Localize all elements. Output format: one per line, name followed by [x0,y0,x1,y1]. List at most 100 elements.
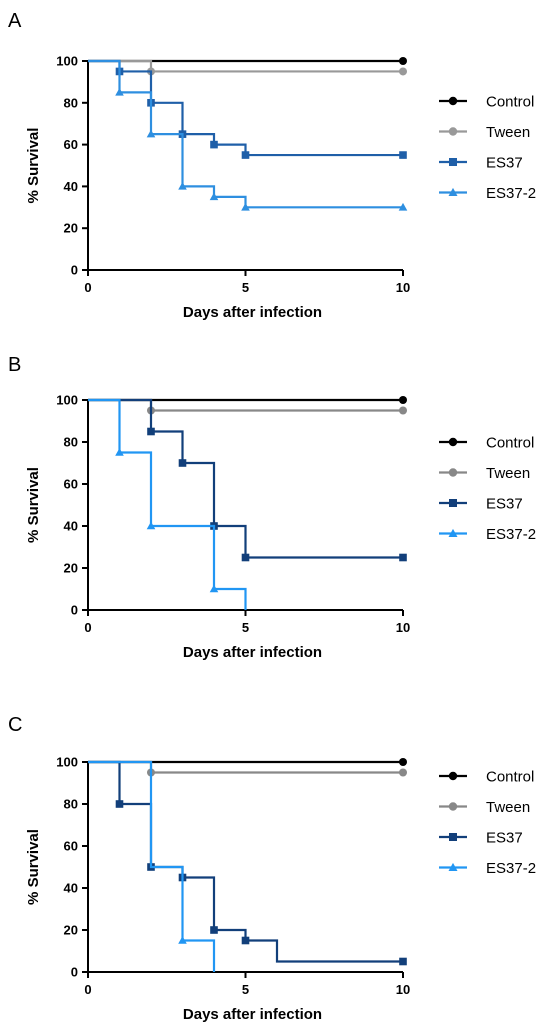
data-point [146,521,156,530]
y-tick-label: 80 [64,797,78,812]
legend-item-tween: Tween [439,799,530,816]
series-es37 [88,760,407,966]
x-tick-label: 0 [84,982,91,997]
series-line-tween [88,398,403,412]
legend-marker [448,802,458,811]
data-point [241,936,250,945]
legend-item-control: Control [439,435,534,452]
legend-item-es37: ES37 [439,496,523,513]
legend-item-control: Control [439,94,534,111]
legend-item-es37-2: ES37-2 [439,185,536,202]
legend-marker [448,127,458,136]
y-tick-label: 60 [64,137,78,152]
legend-label: Tween [486,124,530,141]
chart-panel-a: A 0 20 40 60 80 100 0 5 10 Days after infection % S… [8,10,536,321]
y-tick-label: 100 [56,755,78,770]
x-tick-label: 10 [396,280,410,295]
legend-label: ES37-2 [486,185,536,202]
series-line-tween [88,59,403,73]
series-line-tween [88,760,403,774]
data-point [399,957,407,966]
series-es37 [88,59,407,159]
panel-label: C [8,714,22,736]
y-tick-label: 0 [71,263,78,278]
legend: Control Tween ES37 ES37-2 [439,94,536,202]
legend-marker [448,96,458,106]
legend-marker [449,499,457,507]
y-tick-label: 20 [64,923,78,938]
y-axis-title: % Survival [25,128,42,204]
x-tick-label: 5 [242,280,249,295]
legend-marker [448,771,458,781]
data-point [146,129,156,138]
x-axis-title: Days after infection [183,644,322,661]
legend-label: ES37 [486,496,523,513]
legend: Control Tween ES37 ES37-2 [439,435,536,543]
y-tick-label: 0 [71,965,78,980]
series-line-es37 [88,59,403,157]
legend: Control Tween ES37 ES37-2 [439,769,536,877]
legend-item-tween: Tween [439,465,530,482]
legend-label: ES37-2 [486,860,536,877]
data-point [115,800,124,808]
y-tick-label: 80 [64,95,78,110]
panel-label: A [8,10,22,32]
legend-label: Control [486,435,534,452]
data-point [178,459,187,467]
legend-label: Control [486,94,534,111]
legend-label: ES37 [486,830,523,847]
data-point [178,936,187,944]
series-tween [88,398,407,415]
data-point [209,192,219,201]
data-point [241,151,250,159]
legend-item-es37: ES37 [439,830,523,847]
series-line-es37 [88,760,403,963]
legend-marker [448,468,458,477]
y-tick-label: 40 [64,519,78,534]
legend-item-control: Control [439,769,534,786]
data-point [210,926,218,934]
data-point [399,396,407,404]
data-point [115,448,124,456]
x-tick-label: 0 [84,280,91,295]
data-point [399,553,407,562]
x-tick-label: 5 [242,982,249,997]
y-tick-label: 40 [64,881,78,896]
legend-marker [448,862,458,871]
legend-label: Control [486,769,534,786]
data-point [115,87,124,96]
series-tween [88,760,407,777]
series-es37-2 [88,760,216,972]
data-point [210,140,218,149]
series-es37 [88,398,407,562]
y-tick-label: 80 [64,435,78,450]
x-axis-title: Days after infection [183,304,322,321]
y-tick-label: 60 [64,839,78,854]
data-point [399,151,407,159]
data-point [399,67,407,76]
x-tick-label: 10 [396,982,410,997]
data-point [398,202,408,211]
chart-panel-c: C 0 20 40 60 80 100 0 5 10 Days after infection % S… [8,714,536,1023]
legend-label: Tween [486,799,530,816]
legend-marker [449,158,457,166]
y-tick-label: 20 [64,221,78,236]
panel-label: B [8,354,21,376]
legend-item-tween: Tween [439,124,530,141]
data-point [241,202,250,211]
data-point [399,57,407,65]
x-tick-label: 10 [396,620,410,635]
y-axis-title: % Survival [25,467,42,543]
data-point [399,768,407,777]
legend-item-es37-2: ES37-2 [439,526,536,543]
data-point [241,553,250,562]
data-point [147,427,155,436]
y-tick-label: 0 [71,603,78,618]
y-tick-label: 60 [64,477,78,492]
data-point [178,182,187,190]
legend-item-es37-2: ES37-2 [439,860,536,877]
y-tick-label: 100 [56,54,78,69]
legend-item-es37: ES37 [439,155,523,172]
data-point [399,406,407,415]
